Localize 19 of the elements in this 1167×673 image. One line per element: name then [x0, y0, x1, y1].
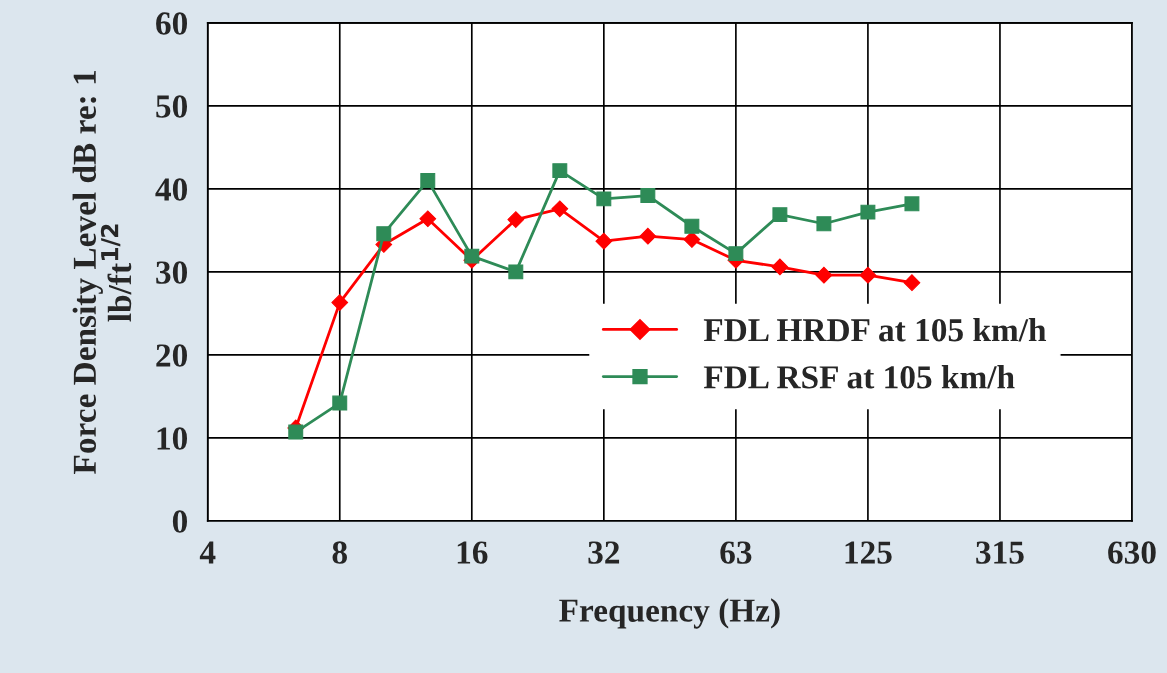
- x-tick-label: 4: [199, 541, 216, 564]
- x-tick-label: 32: [588, 541, 620, 564]
- y-axis-title: Force Density Level dB re: 1 lb/ft$^{1/2}$: [72, 71, 132, 474]
- x-axis-title: Frequency (Hz): [559, 598, 780, 629]
- y-tick-label: 40: [155, 178, 188, 201]
- y-tick-label: 0: [172, 510, 188, 533]
- y-tick-label: 20: [156, 344, 188, 367]
- x-tick-label: 63: [720, 541, 752, 564]
- x-tick-label: 16: [457, 541, 488, 564]
- y-tick-label: 10: [157, 427, 188, 450]
- x-tick-label: 8: [332, 541, 347, 564]
- x-tick-label: 315: [976, 541, 1024, 564]
- x-tick-label: 630: [1108, 541, 1156, 564]
- legend-label: FDL RSF at 105 km/h: [703, 365, 1015, 389]
- y-tick-label: 60: [156, 12, 188, 35]
- x-tick-label: 125: [845, 541, 892, 564]
- y-tick-label: 50: [156, 95, 188, 118]
- legend-label: FDL HRDF at 105 km/h: [703, 317, 1047, 342]
- y-tick-label: 30: [156, 261, 188, 284]
